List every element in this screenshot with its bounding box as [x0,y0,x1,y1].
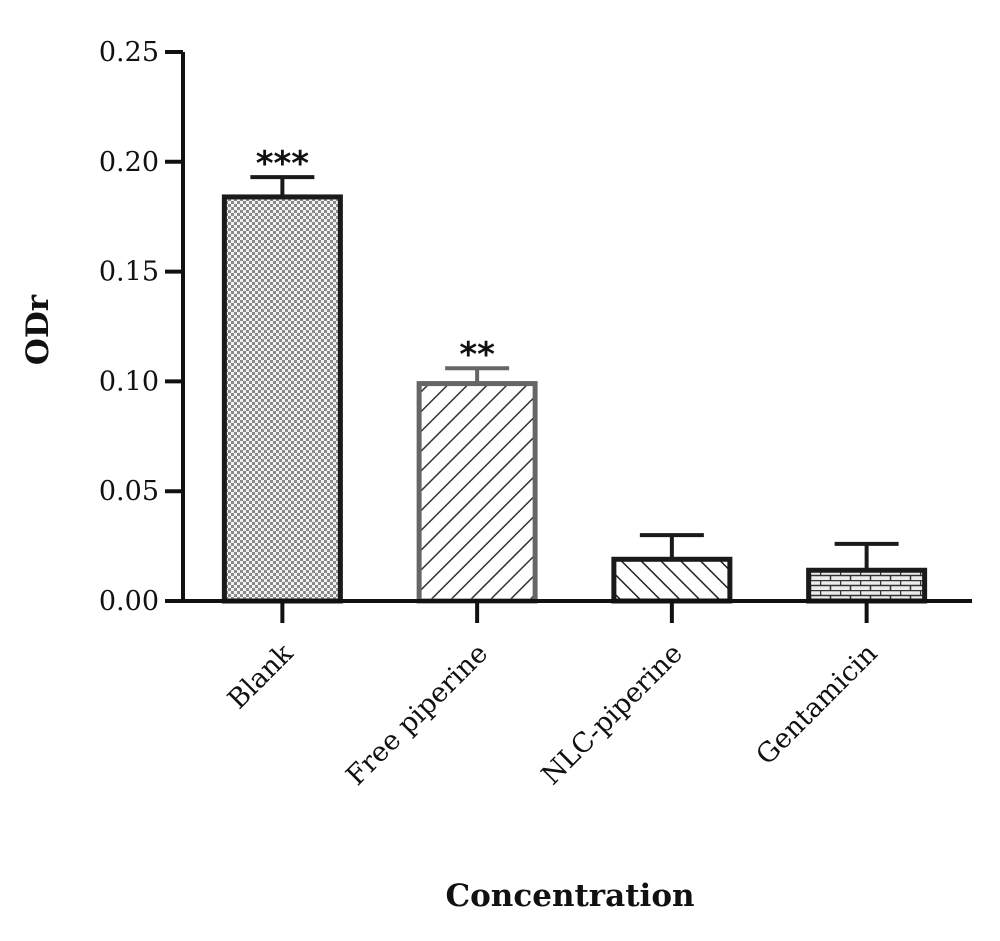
x-tick-label: Blank [222,638,300,716]
x-tick-label: Free piperine [340,638,494,792]
y-tick-label: 0.10 [99,366,159,397]
x-tick-label: Gentamicin [750,638,883,771]
x-axis-ticks: Blank Free piperine NLC-piperine Gentamicin [222,601,884,792]
y-tick-label: 0.15 [99,257,159,288]
y-tick-label: 0.25 [99,37,159,68]
y-tick-label: 0.00 [99,586,159,617]
bars: ***** [221,144,928,604]
y-axis-title: ODr [20,294,56,365]
y-axis-ticks: 0.00 0.05 0.10 0.15 0.20 0.25 [99,37,183,617]
y-tick-label: 0.20 [99,147,159,178]
y-tick-label: 0.05 [99,476,159,507]
x-axis-title: Concentration [445,878,694,914]
bar-gentamicin [806,567,928,604]
significance-label: *** [256,144,310,184]
bar-nlc-piperine [611,556,733,604]
bar-blank [221,194,343,604]
significance-label: ** [459,335,495,375]
bar-free-piperine [416,381,538,604]
x-tick-label: NLC-piperine [536,638,689,791]
